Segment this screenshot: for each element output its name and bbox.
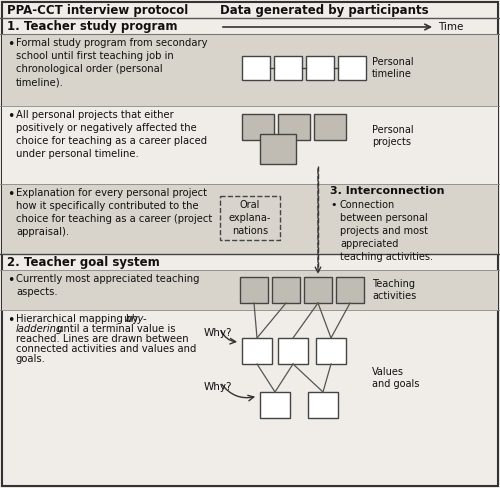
Text: 2. Teacher goal system: 2. Teacher goal system	[7, 256, 160, 269]
Bar	[304, 277, 332, 303]
Bar	[274, 56, 302, 80]
Bar	[2, 34, 498, 106]
Text: connected activities and values and: connected activities and values and	[16, 344, 196, 354]
Text: Personal
projects: Personal projects	[372, 124, 414, 147]
Text: •: •	[7, 38, 14, 51]
Text: goals.: goals.	[16, 354, 46, 364]
Text: Values
and goals: Values and goals	[372, 366, 420, 389]
Bar	[338, 56, 366, 80]
Text: laddering: laddering	[16, 324, 64, 334]
Bar	[242, 56, 270, 80]
Text: Explanation for every personal project
how it specifically contributed to the
ch: Explanation for every personal project h…	[16, 188, 212, 237]
Text: •: •	[7, 110, 14, 123]
Bar	[2, 106, 498, 184]
Text: Connection
between personal
projects and most
appreciated
teaching activities.: Connection between personal projects and…	[340, 200, 433, 262]
Text: Data generated by participants: Data generated by participants	[220, 4, 428, 17]
Bar	[242, 338, 272, 364]
Bar	[314, 114, 346, 140]
Bar	[2, 270, 498, 310]
Bar	[260, 392, 290, 418]
Text: All personal projects that either
positively or negatively affected the
choice f: All personal projects that either positi…	[16, 110, 207, 159]
Text: Hierarchical mapping by: Hierarchical mapping by	[16, 314, 142, 324]
Text: Personal
timeline: Personal timeline	[372, 57, 414, 80]
Bar	[242, 114, 274, 140]
Bar	[260, 134, 296, 164]
Text: PPA-CCT interview protocol: PPA-CCT interview protocol	[7, 4, 188, 17]
Text: •: •	[7, 274, 14, 287]
Bar	[308, 392, 338, 418]
Bar	[278, 338, 308, 364]
Text: 1. Teacher study program: 1. Teacher study program	[7, 20, 177, 33]
Text: •: •	[330, 200, 336, 210]
Bar	[316, 338, 346, 364]
Text: until a terminal value is: until a terminal value is	[54, 324, 176, 334]
Text: Oral
explana-
nations: Oral explana- nations	[229, 200, 271, 236]
Bar	[272, 277, 300, 303]
Bar	[2, 184, 498, 254]
Text: Why?: Why?	[204, 382, 233, 392]
Bar	[306, 56, 334, 80]
Text: •: •	[7, 188, 14, 201]
Text: Currently most appreciated teaching
aspects.: Currently most appreciated teaching aspe…	[16, 274, 200, 297]
Text: Formal study program from secondary
school until first teaching job in
chronolog: Formal study program from secondary scho…	[16, 38, 208, 87]
Bar	[220, 196, 280, 240]
Bar	[336, 277, 364, 303]
Text: Teaching
activities: Teaching activities	[372, 279, 416, 302]
Text: Why?: Why?	[204, 328, 233, 338]
Text: 3. Interconnection: 3. Interconnection	[330, 186, 444, 196]
Text: Time: Time	[438, 22, 464, 32]
Bar	[278, 114, 310, 140]
Text: why-: why-	[123, 314, 146, 324]
Text: •: •	[7, 314, 14, 327]
Text: reached. Lines are drawn between: reached. Lines are drawn between	[16, 334, 188, 344]
Bar	[240, 277, 268, 303]
